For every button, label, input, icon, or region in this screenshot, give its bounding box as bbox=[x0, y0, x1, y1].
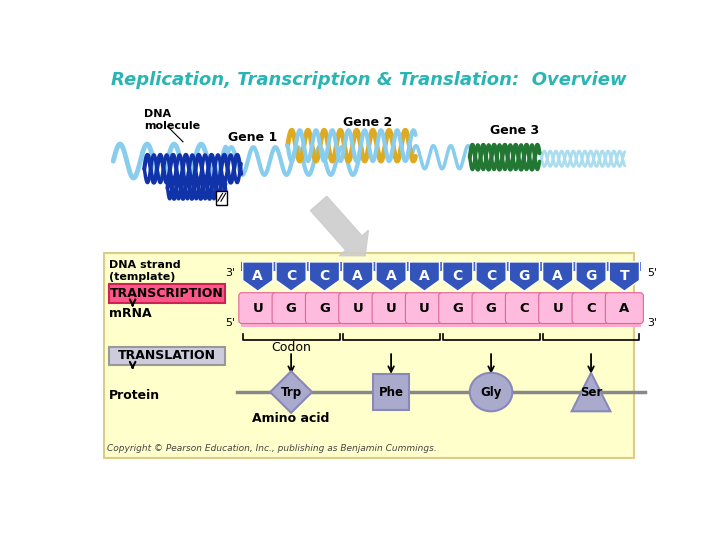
Text: 5': 5' bbox=[647, 268, 657, 278]
Polygon shape bbox=[243, 262, 273, 291]
Text: U: U bbox=[253, 302, 264, 315]
Text: A: A bbox=[352, 269, 363, 283]
Text: C: C bbox=[286, 269, 296, 283]
FancyBboxPatch shape bbox=[104, 253, 634, 457]
Text: G: G bbox=[319, 302, 330, 315]
FancyBboxPatch shape bbox=[505, 293, 544, 323]
Polygon shape bbox=[509, 262, 539, 291]
Text: Protein: Protein bbox=[109, 389, 161, 402]
Polygon shape bbox=[543, 262, 573, 291]
Text: A: A bbox=[619, 302, 629, 315]
Text: Copyright © Pearson Education, Inc., publishing as Benjamin Cummings.: Copyright © Pearson Education, Inc., pub… bbox=[107, 444, 437, 453]
Text: 3': 3' bbox=[225, 268, 235, 278]
Text: C: C bbox=[486, 269, 496, 283]
Text: G: G bbox=[518, 269, 530, 283]
Text: Ser: Ser bbox=[580, 386, 602, 399]
FancyBboxPatch shape bbox=[572, 293, 610, 323]
Text: A: A bbox=[386, 269, 397, 283]
FancyBboxPatch shape bbox=[606, 293, 644, 323]
FancyBboxPatch shape bbox=[305, 293, 343, 323]
Polygon shape bbox=[310, 262, 340, 291]
Text: Gly: Gly bbox=[480, 386, 502, 399]
Text: 5': 5' bbox=[225, 318, 235, 328]
Text: DNA
molecule: DNA molecule bbox=[144, 110, 200, 131]
Polygon shape bbox=[443, 262, 473, 291]
Text: U: U bbox=[552, 302, 563, 315]
Text: A: A bbox=[552, 269, 563, 283]
FancyBboxPatch shape bbox=[241, 262, 641, 271]
FancyBboxPatch shape bbox=[438, 293, 477, 323]
FancyBboxPatch shape bbox=[539, 293, 577, 323]
FancyBboxPatch shape bbox=[109, 284, 225, 303]
Text: Gene 1: Gene 1 bbox=[228, 131, 277, 144]
Text: C: C bbox=[586, 302, 596, 315]
Text: A: A bbox=[253, 269, 264, 283]
Text: Phe: Phe bbox=[379, 386, 404, 399]
Text: A: A bbox=[419, 269, 430, 283]
FancyBboxPatch shape bbox=[372, 293, 410, 323]
Polygon shape bbox=[276, 262, 306, 291]
FancyBboxPatch shape bbox=[216, 191, 228, 205]
Text: T: T bbox=[619, 269, 629, 283]
Text: 3': 3' bbox=[647, 318, 657, 328]
Polygon shape bbox=[270, 372, 312, 413]
Polygon shape bbox=[576, 262, 606, 291]
Polygon shape bbox=[572, 373, 611, 411]
FancyBboxPatch shape bbox=[472, 293, 510, 323]
Text: Gene 3: Gene 3 bbox=[490, 124, 539, 137]
Polygon shape bbox=[376, 262, 406, 291]
Text: G: G bbox=[286, 302, 297, 315]
Text: U: U bbox=[419, 302, 430, 315]
Text: G: G bbox=[452, 302, 463, 315]
Text: Trp: Trp bbox=[281, 386, 302, 399]
Text: G: G bbox=[485, 302, 497, 315]
FancyBboxPatch shape bbox=[239, 293, 276, 323]
Text: U: U bbox=[352, 302, 363, 315]
Text: DNA strand
(template): DNA strand (template) bbox=[109, 260, 181, 282]
Text: Replication, Transcription & Translation:  Overview: Replication, Transcription & Translation… bbox=[111, 71, 627, 89]
Ellipse shape bbox=[469, 373, 513, 411]
Text: C: C bbox=[319, 269, 330, 283]
Text: Codon: Codon bbox=[271, 341, 311, 354]
FancyArrow shape bbox=[310, 196, 369, 256]
Text: mRNA: mRNA bbox=[109, 307, 152, 320]
FancyBboxPatch shape bbox=[373, 374, 409, 410]
Text: G: G bbox=[585, 269, 597, 283]
Polygon shape bbox=[409, 262, 439, 291]
Polygon shape bbox=[476, 262, 506, 291]
Polygon shape bbox=[609, 262, 639, 291]
Text: TRANSLATION: TRANSLATION bbox=[118, 349, 216, 362]
Text: C: C bbox=[453, 269, 463, 283]
Polygon shape bbox=[343, 262, 373, 291]
FancyBboxPatch shape bbox=[241, 318, 641, 327]
FancyBboxPatch shape bbox=[405, 293, 444, 323]
Text: C: C bbox=[520, 302, 529, 315]
Text: Gene 2: Gene 2 bbox=[343, 116, 392, 129]
FancyBboxPatch shape bbox=[109, 347, 225, 365]
Text: TRANSCRIPTION: TRANSCRIPTION bbox=[110, 287, 224, 300]
Text: Amino acid: Amino acid bbox=[253, 413, 330, 426]
FancyBboxPatch shape bbox=[339, 293, 377, 323]
Text: U: U bbox=[386, 302, 397, 315]
FancyBboxPatch shape bbox=[272, 293, 310, 323]
